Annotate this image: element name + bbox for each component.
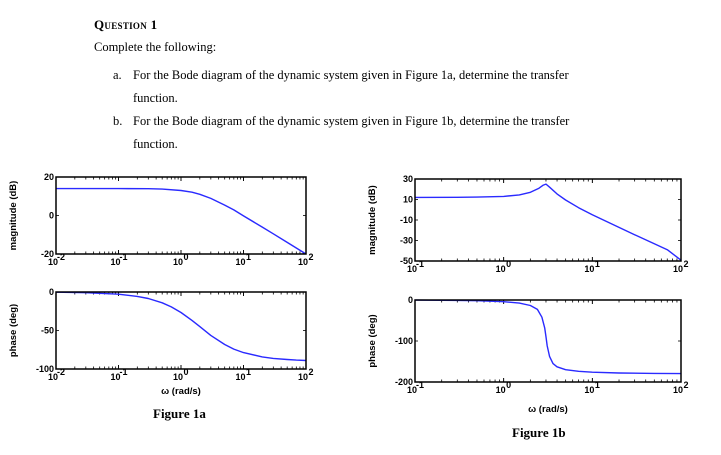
x-tick-label: 10 bbox=[173, 257, 183, 267]
x-axis-label: ω (rad/s) bbox=[528, 404, 568, 415]
question-intro: Complete the following: bbox=[94, 40, 217, 54]
x-tick-exponent: 1 bbox=[246, 367, 251, 377]
y-axis-label: magnitude (dB) bbox=[8, 181, 19, 251]
figure-1a-caption: Figure 1a bbox=[153, 406, 206, 421]
x-tick-exponent: 2 bbox=[308, 252, 313, 262]
item-text: For the Bode diagram of the dynamic syst… bbox=[133, 68, 569, 82]
y-tick-label: 0 bbox=[49, 287, 54, 297]
y-axis-label: phase (deg) bbox=[8, 304, 19, 357]
bode-curve bbox=[55, 291, 307, 362]
x-tick-label: 10 bbox=[235, 257, 245, 267]
item-text: For the Bode diagram of the dynamic syst… bbox=[133, 114, 570, 128]
y-axis-label: phase (deg) bbox=[367, 314, 378, 367]
y-tick-label: 30 bbox=[403, 174, 413, 184]
x-tick-exponent: 0 bbox=[506, 259, 511, 269]
x-tick-exponent: 0 bbox=[506, 380, 511, 390]
x-tick-label: 10 bbox=[584, 385, 594, 395]
x-tick-label: 10 bbox=[110, 372, 120, 382]
x-tick-label: 10 bbox=[48, 372, 58, 382]
x-tick-exponent: 1 bbox=[595, 259, 600, 269]
x-tick-exponent: -1 bbox=[119, 367, 127, 377]
y-tick-label: -100 bbox=[36, 364, 54, 374]
x-tick-exponent: -2 bbox=[57, 367, 65, 377]
bode-curve bbox=[414, 299, 682, 375]
x-tick-exponent: -1 bbox=[416, 259, 424, 269]
x-tick-label: 10 bbox=[173, 372, 183, 382]
x-tick-exponent: 0 bbox=[183, 252, 188, 262]
y-tick-label: 0 bbox=[408, 295, 413, 305]
x-tick-exponent: 2 bbox=[683, 380, 688, 390]
x-tick-label: 10 bbox=[496, 264, 506, 274]
axes-frame bbox=[55, 291, 307, 370]
x-tick-exponent: -2 bbox=[57, 252, 65, 262]
axes-frame bbox=[55, 176, 307, 255]
bode-curve bbox=[56, 187, 307, 255]
x-tick-label: 10 bbox=[407, 385, 417, 395]
x-tick-label: 10 bbox=[298, 257, 308, 267]
figure-1b-caption: Figure 1b bbox=[512, 425, 566, 440]
bode-curve bbox=[414, 183, 682, 261]
x-tick-label: 10 bbox=[110, 257, 120, 267]
x-tick-exponent: -1 bbox=[416, 380, 424, 390]
item-label: b. bbox=[113, 114, 123, 128]
x-tick-exponent: 1 bbox=[246, 252, 251, 262]
x-tick-label: 10 bbox=[235, 372, 245, 382]
item-label: a. bbox=[113, 68, 122, 82]
y-tick-label: -200 bbox=[395, 377, 413, 387]
x-tick-exponent: 1 bbox=[595, 380, 600, 390]
y-tick-label: -50 bbox=[400, 256, 413, 266]
x-tick-label: 10 bbox=[673, 264, 683, 274]
axes-frame bbox=[414, 299, 682, 383]
y-tick-label: -20 bbox=[41, 249, 54, 259]
x-tick-label: 10 bbox=[298, 372, 308, 382]
x-tick-label: 10 bbox=[584, 264, 594, 274]
item-text-continued: function. bbox=[133, 137, 178, 151]
x-tick-label: 10 bbox=[407, 264, 417, 274]
x-tick-label: 10 bbox=[48, 257, 58, 267]
x-tick-exponent: 2 bbox=[683, 259, 688, 269]
y-tick-label: 20 bbox=[44, 172, 54, 182]
y-tick-label: -30 bbox=[400, 236, 413, 246]
x-tick-label: 10 bbox=[673, 385, 683, 395]
y-tick-label: -50 bbox=[41, 326, 54, 336]
x-axis-label: ω (rad/s) bbox=[161, 386, 201, 397]
x-tick-label: 10 bbox=[496, 385, 506, 395]
question-title: Question 1 bbox=[94, 17, 158, 32]
axes-frame bbox=[414, 178, 682, 262]
y-tick-label: -10 bbox=[400, 215, 413, 225]
y-axis-label: magnitude (dB) bbox=[367, 185, 378, 255]
y-tick-label: 0 bbox=[49, 211, 54, 221]
y-tick-label: 10 bbox=[403, 195, 413, 205]
y-tick-label: -100 bbox=[395, 336, 413, 346]
x-tick-exponent: 2 bbox=[308, 367, 313, 377]
item-text-continued: function. bbox=[133, 91, 178, 105]
x-tick-exponent: 0 bbox=[183, 367, 188, 377]
x-tick-exponent: -1 bbox=[119, 252, 127, 262]
